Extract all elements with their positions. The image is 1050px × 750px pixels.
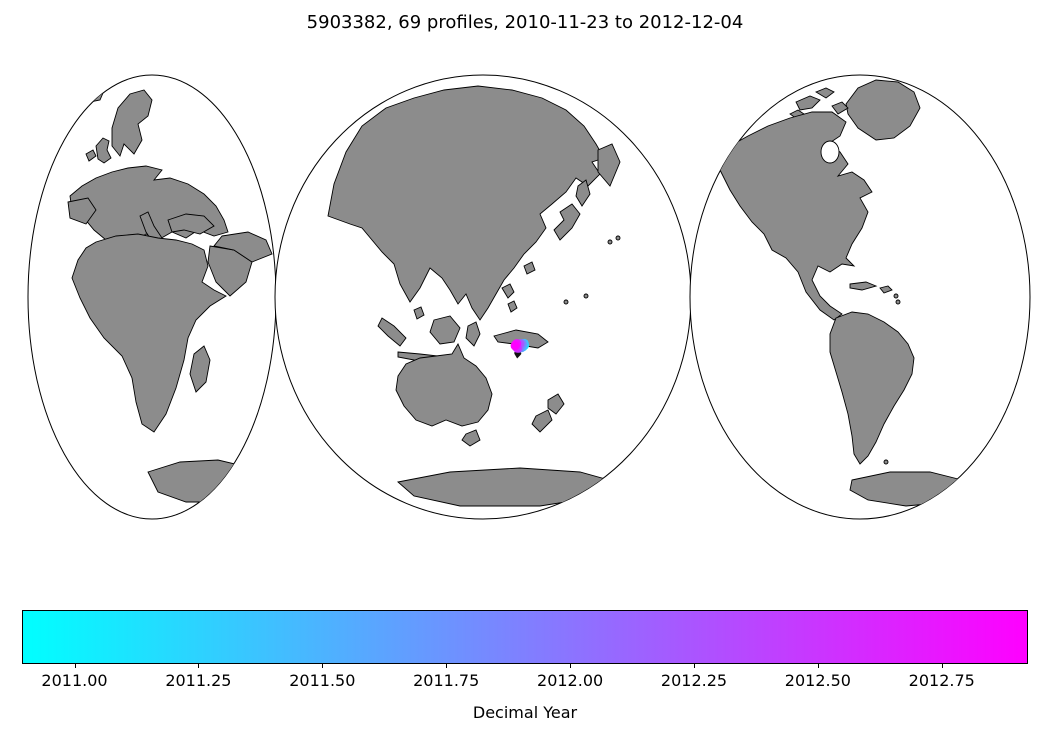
colorbar-axis: 2011.00 2011.25 2011.50 2011.75 2012.00 2012.… — [22, 663, 1028, 693]
continent-cuba — [849, 281, 878, 291]
colorbar-tick — [322, 663, 324, 668]
colorbar-tick-label: 2012.00 — [537, 671, 604, 690]
continent-new-guinea — [493, 329, 549, 349]
continent-new-zealand-south — [531, 409, 553, 433]
continent-arctic-island — [814, 87, 835, 99]
colorbar-tick-label: 2012.25 — [660, 671, 728, 690]
continent-sulawesi — [465, 321, 481, 347]
continent-philippines-south — [507, 300, 518, 313]
continents-asia-australia — [327, 85, 621, 507]
figure-title: 5903382, 69 profiles, 2010-11-23 to 2012… — [306, 12, 744, 33]
colorbar — [22, 610, 1028, 664]
continents-americas — [713, 79, 973, 507]
continent-greenland — [845, 79, 921, 141]
continent-middle-east — [213, 231, 273, 263]
colorbar-tick — [198, 663, 200, 668]
float-trajectory-line — [514, 351, 522, 359]
continent-kamchatka — [597, 143, 621, 187]
continent-japan — [553, 203, 581, 241]
continent-africa — [71, 233, 227, 433]
continent-new-zealand-north — [547, 393, 565, 415]
continent-north-america — [713, 111, 873, 321]
continents-europe-africa — [67, 88, 273, 503]
falkland-islands — [883, 459, 889, 465]
continent-tasmania — [461, 429, 481, 447]
colorbar-tick-label: 2011.25 — [165, 671, 232, 690]
hudson-bay — [820, 140, 840, 164]
continent-madagascar — [189, 345, 211, 393]
profile-point — [510, 341, 520, 351]
caribbean-island — [893, 293, 899, 299]
continent-sakhalin — [575, 179, 591, 207]
continent-britain — [95, 137, 112, 164]
colorbar-tick — [817, 663, 819, 668]
colorbar-tick-label: 2011.00 — [41, 671, 108, 690]
continent-australia — [395, 343, 493, 427]
pacific-island — [607, 239, 613, 245]
continent-ireland — [85, 149, 97, 162]
colorbar-tick-label: 2011.75 — [413, 671, 480, 690]
continent-scandinavia — [111, 89, 153, 157]
continent-arctic-island — [831, 101, 849, 115]
continent-anatolia — [167, 213, 215, 235]
pacific-island — [583, 293, 589, 299]
colorbar-tick — [74, 663, 76, 668]
colorbar-tick — [446, 663, 448, 668]
pacific-island — [563, 299, 569, 305]
continent-hispaniola — [879, 285, 893, 294]
continent-iberia — [67, 197, 97, 225]
colorbar-tick-label: 2012.75 — [908, 671, 975, 690]
colorbar-tick-label: 2012.50 — [784, 671, 851, 690]
continent-sumatra — [377, 317, 407, 347]
colorbar-axis-label: Decimal Year — [472, 703, 578, 722]
continent-philippines — [501, 283, 515, 299]
colorbar-tick — [693, 663, 695, 668]
colorbar-tick — [941, 663, 943, 668]
trajectory-segment — [514, 351, 522, 359]
continent-borneo — [429, 315, 461, 345]
pacific-island — [615, 235, 621, 241]
world-map — [27, 74, 1031, 520]
caribbean-island — [895, 299, 901, 305]
continent-south-america — [829, 311, 915, 465]
continent-sri-lanka — [413, 306, 425, 320]
continent-taiwan — [523, 261, 536, 275]
profile-scatter — [510, 338, 530, 353]
colorbar-tick — [570, 663, 572, 668]
continent-arctic-island — [795, 95, 821, 111]
colorbar-tick-label: 2011.50 — [289, 671, 356, 690]
continent-asia — [327, 85, 605, 321]
